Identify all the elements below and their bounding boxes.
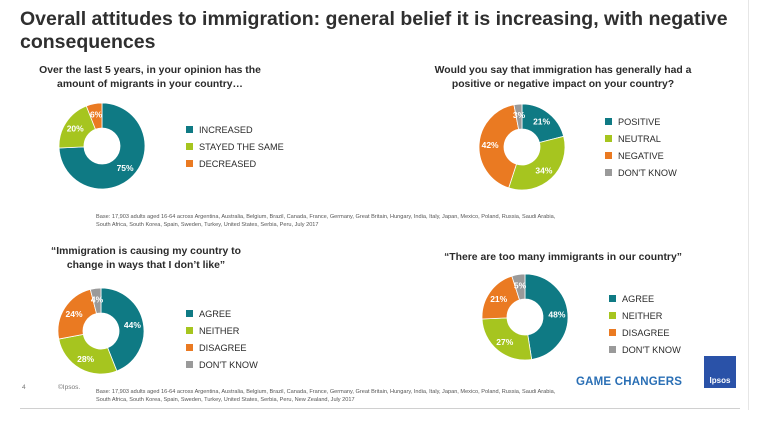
- chart-3-slice-agree: [100, 287, 145, 372]
- legend-label: AGREE: [622, 293, 655, 304]
- chart-2-legend: POSITIVE NEUTRAL NEGATIVE DON'T KNOW: [605, 113, 677, 181]
- chart-4-slice-label: 21%: [490, 294, 507, 304]
- chart-1-slice-label: 75%: [117, 163, 134, 173]
- base-note-top: Base: 17,903 adults aged 16-64 across Ar…: [96, 214, 556, 228]
- ipsos-logo: Ipsos: [704, 356, 736, 388]
- legend-swatch: [186, 126, 193, 133]
- chart-1-slice-label: 20%: [67, 124, 84, 134]
- legend-item: DON'T KNOW: [609, 341, 681, 358]
- legend-label: STAYED THE SAME: [199, 141, 284, 152]
- chart-2-slice-label: 34%: [535, 165, 552, 175]
- legend-item: AGREE: [609, 290, 681, 307]
- chart-3-slice-neither: [58, 333, 118, 375]
- chart-1-slice-decreased: [85, 102, 103, 130]
- legend-swatch: [186, 327, 193, 334]
- legend-item: DON'T KNOW: [186, 356, 258, 373]
- legend-item: POSITIVE: [605, 113, 677, 130]
- legend-item: NEITHER: [609, 307, 681, 324]
- chart-2-donut: 21% 34% 42% 3%: [478, 103, 566, 191]
- legend-item: STAYED THE SAME: [186, 138, 284, 155]
- page-number: 4: [22, 384, 26, 391]
- chart-4-slice-neither: [481, 317, 533, 361]
- chart-4-slice-don-t-know: [511, 273, 526, 301]
- legend-swatch: [186, 361, 193, 368]
- legend-label: NEITHER: [622, 310, 663, 321]
- chart-2-slice-label: 42%: [482, 140, 499, 150]
- chart-3-slice-don-t-know: [89, 287, 102, 315]
- chart-2-slice-don-t-know: [513, 103, 523, 130]
- legend-label: DON'T KNOW: [622, 344, 681, 355]
- legend-swatch: [605, 118, 612, 125]
- chart-1-slice-increased: [58, 102, 146, 190]
- chart-4-question: “There are too many immigrants in our co…: [444, 252, 682, 263]
- legend-item: AGREE: [186, 305, 258, 322]
- legend-label: DON'T KNOW: [199, 359, 258, 370]
- chart-4-legend: AGREE NEITHER DISAGREE DON'T KNOW: [609, 290, 681, 358]
- footer-rule: [20, 408, 740, 409]
- legend-item: NEGATIVE: [605, 147, 677, 164]
- legend-swatch: [186, 143, 193, 150]
- chart-4-slice-label: 48%: [548, 310, 565, 320]
- chart-1-donut: 75% 20% 6%: [58, 102, 146, 190]
- base-note-bottom: Base: 17,903 adults aged 16-64 across Ar…: [96, 389, 556, 403]
- legend-item: NEITHER: [186, 322, 258, 339]
- brand-tagline: GAME CHANGERS: [576, 376, 683, 388]
- chart-2-slice-neutral: [508, 135, 566, 191]
- legend-label: INCREASED: [199, 124, 253, 135]
- chart-3-donut: 44% 28% 24% 4%: [57, 287, 145, 375]
- chart-4-slice-agree: [524, 273, 569, 360]
- legend-label: DISAGREE: [199, 342, 247, 353]
- legend-swatch: [186, 160, 193, 167]
- legend-item: NEUTRAL: [605, 130, 677, 147]
- legend-swatch: [605, 135, 612, 142]
- legend-swatch: [186, 310, 193, 317]
- legend-swatch: [609, 295, 616, 302]
- legend-label: DISAGREE: [622, 327, 670, 338]
- legend-label: POSITIVE: [618, 116, 661, 127]
- legend-swatch: [605, 152, 612, 159]
- chart-4-slice-label: 27%: [496, 337, 513, 347]
- legend-swatch: [609, 346, 616, 353]
- legend-label: NEUTRAL: [618, 133, 661, 144]
- legend-swatch: [605, 169, 612, 176]
- page-title: Overall attitudes to immigration: genera…: [20, 8, 728, 53]
- legend-item: DISAGREE: [186, 339, 258, 356]
- chart-2-slice-negative: [478, 104, 520, 189]
- copyright: ©Ipsos.: [58, 384, 81, 391]
- logo-text: Ipsos: [709, 376, 731, 385]
- chart-1-slice-label: 6%: [90, 110, 103, 120]
- legend-item: DECREASED: [186, 155, 284, 172]
- chart-1-legend: INCREASED STAYED THE SAME DECREASED: [186, 121, 284, 172]
- legend-item: DON'T KNOW: [605, 164, 677, 181]
- chart-3-legend: AGREE NEITHER DISAGREE DON'T KNOW: [186, 305, 258, 373]
- chart-4-donut: 48% 27% 21% 5%: [481, 273, 569, 361]
- legend-label: DECREASED: [199, 158, 257, 169]
- legend-label: AGREE: [199, 308, 232, 319]
- legend-label: DON'T KNOW: [618, 167, 677, 178]
- legend-label: NEGATIVE: [618, 150, 664, 161]
- chart-2-slice-label: 3%: [513, 110, 526, 120]
- chart-1-question: Over the last 5 years, in your opinion h…: [39, 65, 261, 90]
- legend-swatch: [609, 312, 616, 319]
- legend-label: NEITHER: [199, 325, 240, 336]
- slide-edge-rule: [748, 0, 749, 410]
- chart-3-slice-label: 24%: [65, 309, 82, 319]
- legend-swatch: [186, 344, 193, 351]
- chart-4-slice-label: 5%: [514, 280, 527, 290]
- chart-3-slice-label: 28%: [77, 354, 94, 364]
- chart-3-question: “Immigration is causing my country to ch…: [51, 246, 241, 271]
- legend-swatch: [609, 329, 616, 336]
- chart-2-question: Would you say that immigration has gener…: [434, 65, 692, 90]
- chart-3-slice-label: 4%: [91, 294, 104, 304]
- chart-2-slice-label: 21%: [533, 117, 550, 127]
- chart-3-slice-label: 44%: [124, 320, 141, 330]
- legend-item: INCREASED: [186, 121, 284, 138]
- legend-item: DISAGREE: [609, 324, 681, 341]
